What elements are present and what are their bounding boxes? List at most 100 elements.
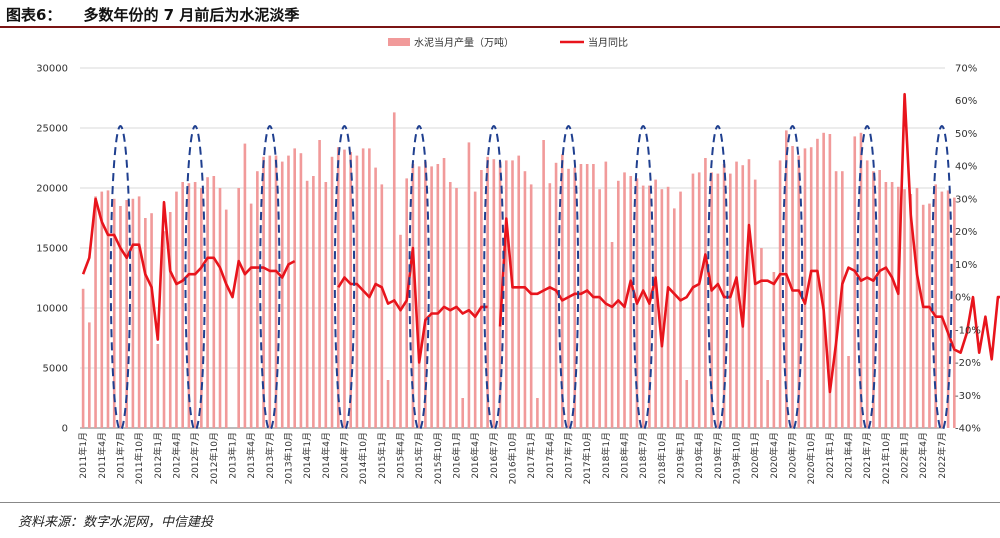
production-bar <box>766 380 769 428</box>
production-bar <box>119 206 122 428</box>
yoy-line-segment <box>337 246 488 364</box>
production-bar <box>735 161 738 428</box>
left-tick-label: 30000 <box>36 64 68 75</box>
production-bar <box>125 200 128 428</box>
axes: 0 5000 10000 15000 20000 25000 30000 -40% -30% -2… <box>36 64 981 485</box>
july-ellipse <box>856 125 878 431</box>
production-bar <box>88 322 91 428</box>
x-tick-label: 2017年4月 <box>544 432 556 479</box>
production-bar <box>274 155 278 428</box>
x-tick-label: 2013年10月 <box>282 432 294 484</box>
production-bar <box>536 398 539 428</box>
production-bar <box>106 190 110 428</box>
x-tick-label: 2019年10月 <box>731 432 743 484</box>
x-tick-label: 2015年10月 <box>432 432 444 484</box>
production-bar <box>193 182 197 428</box>
july-ellipse <box>781 125 804 431</box>
production-bar <box>256 171 259 428</box>
legend-bar-swatch <box>388 38 410 46</box>
production-bar <box>144 218 147 428</box>
production-bar <box>299 153 303 428</box>
x-tick-label: 2020年10月 <box>805 432 817 484</box>
production-bar <box>915 188 919 428</box>
production-bar <box>704 158 707 428</box>
production-bar <box>816 138 819 429</box>
production-bar <box>336 147 340 428</box>
production-bar <box>249 203 253 428</box>
production-bar <box>903 189 906 428</box>
x-tick-label: 2017年10月 <box>581 432 593 484</box>
legend: 水泥当月产量（万吨） 当月同比 <box>388 36 628 49</box>
x-tick-label: 2022年7月 <box>936 432 948 479</box>
left-tick-label: 25000 <box>36 124 68 135</box>
production-bar <box>330 156 334 429</box>
production-bar <box>368 148 371 428</box>
production-bar <box>865 160 869 428</box>
production-bar <box>542 140 545 428</box>
production-bar <box>262 156 265 429</box>
july-ellipse <box>333 125 356 431</box>
right-tick-label: -40% <box>955 424 981 435</box>
production-bar <box>610 242 614 428</box>
production-bar <box>150 213 153 428</box>
production-bar <box>641 185 645 428</box>
production-bar <box>573 167 577 428</box>
left-tick-label: 10000 <box>36 304 68 315</box>
x-tick-label: 2021年7月 <box>861 432 873 479</box>
production-bar <box>511 160 514 428</box>
x-tick-label: 2013年1月 <box>226 432 238 479</box>
x-tick-label: 2019年1月 <box>675 432 687 479</box>
x-tick-label: 2012年7月 <box>189 432 201 479</box>
production-bar <box>168 212 172 428</box>
production-bar <box>834 171 838 428</box>
x-tick-label: 2014年7月 <box>338 432 350 479</box>
x-tick-label: 2022年1月 <box>899 432 911 479</box>
production-bar <box>243 143 247 428</box>
production-bar <box>287 155 290 428</box>
production-bar <box>461 398 465 428</box>
production-bar <box>473 191 477 428</box>
production-bar <box>492 159 496 428</box>
right-tick-label: 70% <box>955 64 977 75</box>
x-tick-label: 2016年7月 <box>488 432 500 479</box>
production-bar <box>94 196 97 428</box>
x-tick-label: 2013年7月 <box>264 432 276 479</box>
production-bar <box>554 162 558 429</box>
title-rule <box>0 26 1000 28</box>
cement-production-chart: 0 5000 10000 15000 20000 25000 30000 -40% -30% -2… <box>36 36 1000 485</box>
legend-line-label: 当月同比 <box>588 36 628 49</box>
production-bar <box>847 356 850 428</box>
production-bar <box>585 164 589 428</box>
production-bar <box>175 191 178 428</box>
production-bar <box>392 112 396 429</box>
production-bar <box>349 152 353 428</box>
x-tick-label: 2016年4月 <box>469 432 481 479</box>
x-tick-label: 2014年1月 <box>301 432 313 479</box>
yoy-line-segment <box>498 92 1000 394</box>
footer-rule <box>0 502 1000 503</box>
production-bar <box>940 191 944 428</box>
x-tick-label: 2021年4月 <box>843 432 855 479</box>
x-tick-label: 2012年10月 <box>208 432 220 484</box>
production-bar <box>162 231 166 428</box>
production-bar <box>156 344 160 428</box>
production-bar <box>137 196 141 428</box>
production-bar <box>212 176 216 428</box>
x-tick-label: 2012年4月 <box>170 432 182 479</box>
production-bar <box>305 180 309 428</box>
july-ellipse <box>707 125 729 431</box>
left-tick-label: 15000 <box>36 244 68 255</box>
x-tick-label: 2020年4月 <box>768 432 780 479</box>
production-bar <box>131 198 135 428</box>
x-tick-label: 2011年7月 <box>114 432 126 479</box>
production-bar <box>890 182 894 428</box>
right-tick-label: 20% <box>955 227 977 238</box>
x-tick-label: 2022年4月 <box>917 432 929 479</box>
x-tick-label: 2019年4月 <box>693 432 705 479</box>
production-bar <box>897 186 900 428</box>
production-bar <box>579 164 583 428</box>
production-bar <box>760 248 763 428</box>
x-tick-label: 2011年10月 <box>133 432 145 484</box>
july-ellipses <box>109 125 953 431</box>
x-tick-label: 2018年10月 <box>656 432 668 484</box>
